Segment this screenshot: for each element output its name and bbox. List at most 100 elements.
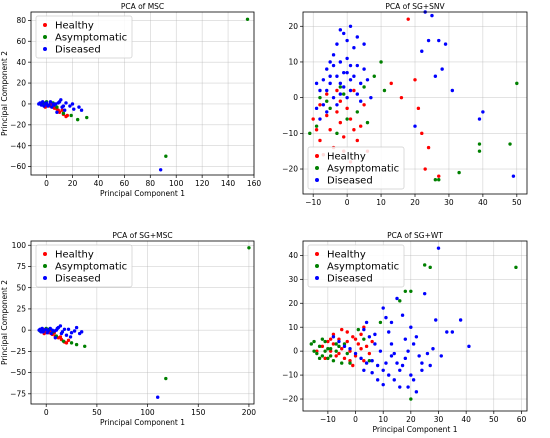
- data-point-diseased: [50, 105, 54, 109]
- data-point-healthy: [362, 325, 366, 329]
- data-point-diseased: [158, 168, 163, 172]
- data-point-asymptomatic: [334, 349, 338, 353]
- data-point-asymptomatic: [515, 81, 519, 86]
- x-tick-label: 200: [242, 408, 257, 417]
- data-point-diseased: [335, 103, 339, 107]
- data-point-asymptomatic: [312, 349, 316, 353]
- data-point-diseased: [384, 361, 388, 365]
- data-point-asymptomatic: [320, 337, 325, 341]
- data-point-diseased: [345, 70, 349, 75]
- data-point-diseased: [64, 101, 68, 105]
- data-point-asymptomatic: [83, 344, 87, 348]
- data-point-asymptomatic: [345, 351, 349, 356]
- data-point-healthy: [338, 99, 343, 103]
- data-point-asymptomatic: [367, 359, 372, 363]
- data-point-asymptomatic: [514, 265, 518, 270]
- data-point-healthy: [356, 342, 361, 346]
- y-tick-label: −10: [282, 371, 298, 380]
- data-point-diseased: [338, 92, 343, 96]
- x-tick-label: 0: [345, 198, 350, 207]
- data-point-healthy: [426, 145, 431, 150]
- data-point-diseased: [413, 124, 417, 128]
- data-point-diseased: [406, 349, 410, 353]
- data-point-healthy: [406, 17, 410, 21]
- data-point-diseased: [381, 306, 385, 310]
- data-point-healthy: [338, 120, 343, 125]
- data-point-healthy: [342, 356, 347, 361]
- data-point-diseased: [395, 361, 399, 365]
- data-point-diseased: [325, 88, 329, 93]
- data-point-diseased: [467, 344, 471, 349]
- data-point-asymptomatic: [378, 320, 383, 325]
- data-point-diseased: [66, 327, 71, 331]
- data-point-healthy: [331, 342, 336, 346]
- data-point-healthy: [325, 113, 329, 118]
- data-point-asymptomatic: [325, 99, 329, 103]
- data-point-healthy: [413, 78, 417, 82]
- data-point-asymptomatic: [314, 124, 319, 128]
- legend-marker-healthy: [43, 23, 47, 27]
- data-point-diseased: [440, 67, 444, 71]
- x-axis-label: Principal Component 1: [372, 425, 457, 434]
- data-point-diseased: [511, 174, 516, 178]
- x-tick-label: 150: [191, 408, 206, 417]
- data-point-asymptomatic: [335, 131, 339, 136]
- x-tick-label: 0: [44, 179, 49, 188]
- data-point-healthy: [359, 332, 363, 337]
- axes-frame: [302, 11, 528, 195]
- x-tick-label: 40: [478, 198, 488, 207]
- data-point-healthy: [328, 349, 333, 353]
- data-point-healthy: [367, 351, 372, 356]
- data-point-asymptomatic: [326, 356, 330, 361]
- legend-marker-healthy: [43, 252, 47, 256]
- data-point-diseased: [59, 98, 63, 102]
- y-tick-label: 25: [16, 305, 26, 314]
- data-point-diseased: [41, 330, 45, 334]
- data-point-asymptomatic: [61, 339, 66, 343]
- data-point-healthy: [64, 341, 69, 345]
- data-point-diseased: [40, 100, 45, 104]
- data-point-diseased: [39, 103, 44, 107]
- data-point-diseased: [328, 60, 332, 64]
- data-point-diseased: [321, 103, 326, 107]
- legend-box: [35, 15, 133, 59]
- data-point-healthy: [325, 92, 329, 96]
- data-point-healthy: [351, 335, 355, 339]
- data-point-healthy: [52, 106, 57, 110]
- legend-label-diseased: Diseased: [55, 274, 101, 285]
- data-point-diseased: [378, 349, 383, 353]
- chart-panel-1: −10 0 10 20 30 40 50 −20 −10 0 10 20 PCA of SG+SNV He…: [282, 2, 528, 207]
- data-point-diseased: [64, 333, 69, 337]
- x-tick-label: 160: [247, 179, 262, 188]
- data-point-asymptomatic: [345, 117, 349, 121]
- data-point-diseased: [406, 385, 410, 389]
- data-point-asymptomatic: [74, 342, 79, 347]
- data-point-asymptomatic: [362, 337, 366, 341]
- data-point-diseased: [364, 320, 369, 325]
- data-point-diseased: [46, 104, 50, 108]
- legend-marker-asymptomatic: [43, 35, 47, 39]
- data-point-diseased: [375, 378, 380, 382]
- data-point-asymptomatic: [337, 344, 341, 349]
- data-point-diseased: [359, 356, 363, 361]
- data-point-diseased: [69, 330, 74, 335]
- data-point-healthy: [359, 124, 363, 128]
- x-tick-label: 50: [92, 408, 102, 417]
- data-point-diseased: [352, 45, 356, 50]
- data-point-diseased: [345, 56, 349, 61]
- data-point-diseased: [400, 313, 405, 317]
- y-tick-label: −10: [282, 129, 298, 138]
- data-point-healthy: [323, 356, 327, 361]
- data-point-diseased: [337, 339, 341, 344]
- y-axis-label: Principal Component 2: [0, 280, 9, 365]
- data-point-asymptomatic: [326, 347, 330, 351]
- data-point-diseased: [72, 107, 76, 111]
- data-point-asymptomatic: [69, 341, 74, 345]
- data-point-asymptomatic: [457, 170, 461, 175]
- data-point-diseased: [49, 331, 53, 336]
- data-point-asymptomatic: [382, 88, 387, 93]
- data-point-diseased: [389, 320, 394, 325]
- data-point-diseased: [387, 330, 391, 334]
